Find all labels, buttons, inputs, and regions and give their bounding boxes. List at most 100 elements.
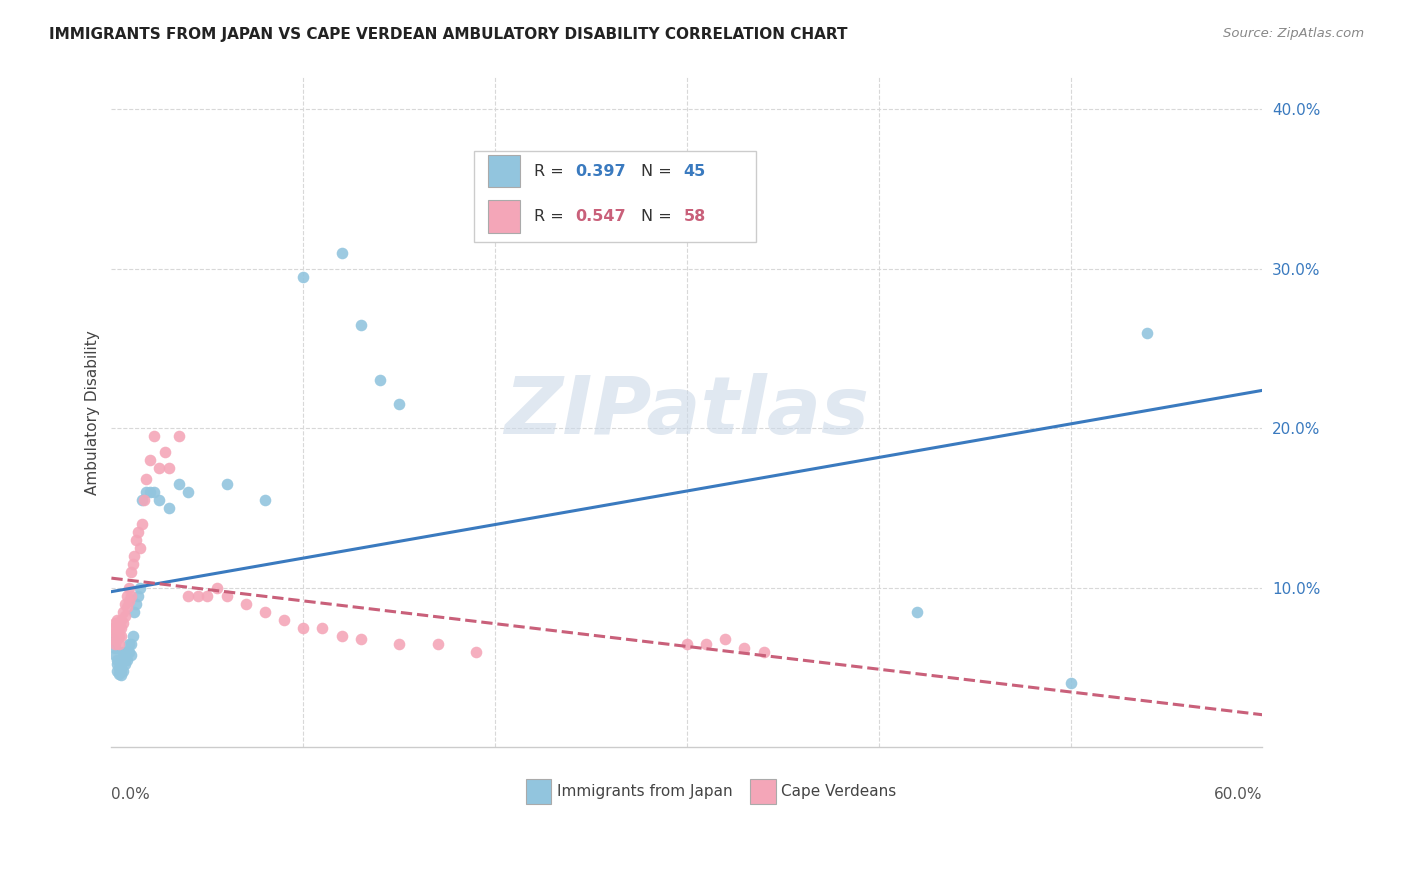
Point: [105, 632, 128, 646]
Text: R =: R =: [534, 164, 569, 178]
Point: [187, 589, 209, 603]
Point: [104, 615, 127, 630]
Point: [121, 557, 143, 571]
Text: ZIPatlas: ZIPatlas: [505, 374, 869, 451]
Point: [104, 648, 127, 662]
Text: 58: 58: [683, 209, 706, 224]
Point: [125, 533, 148, 547]
Point: [695, 637, 717, 651]
Point: [330, 629, 353, 643]
Point: [148, 493, 170, 508]
Point: [103, 632, 125, 646]
Point: [110, 668, 132, 682]
Point: [330, 245, 353, 260]
Point: [115, 599, 138, 614]
Point: [103, 621, 125, 635]
Text: N =: N =: [641, 164, 676, 178]
Text: Cape Verdeans: Cape Verdeans: [782, 784, 897, 799]
Point: [273, 613, 295, 627]
Point: [103, 632, 125, 646]
Point: [108, 660, 131, 674]
Text: Immigrants from Japan: Immigrants from Japan: [557, 784, 733, 799]
Point: [167, 477, 190, 491]
Text: 0.0%: 0.0%: [111, 788, 150, 803]
Point: [111, 664, 134, 678]
Point: [105, 664, 128, 678]
Bar: [488, 155, 520, 187]
Y-axis label: Ambulatory Disability: Ambulatory Disability: [86, 330, 100, 495]
Point: [105, 657, 128, 672]
Point: [118, 644, 141, 658]
Point: [253, 493, 276, 508]
Point: [464, 644, 486, 658]
Point: [114, 652, 136, 666]
Point: [426, 637, 449, 651]
Point: [142, 485, 165, 500]
Text: 0.397: 0.397: [575, 164, 626, 178]
Point: [714, 632, 737, 646]
Text: R =: R =: [534, 209, 569, 224]
Point: [120, 648, 142, 662]
Text: 60.0%: 60.0%: [1213, 788, 1263, 803]
Point: [111, 644, 134, 658]
Point: [139, 485, 162, 500]
Point: [235, 597, 257, 611]
Point: [157, 501, 180, 516]
Point: [135, 472, 157, 486]
Point: [131, 516, 153, 531]
FancyBboxPatch shape: [474, 151, 756, 242]
Point: [104, 625, 127, 640]
Point: [118, 637, 141, 651]
Point: [104, 641, 127, 656]
Point: [205, 581, 228, 595]
Point: [114, 657, 136, 672]
Point: [124, 605, 146, 619]
Point: [350, 318, 373, 332]
Point: [108, 666, 131, 681]
Point: [110, 664, 132, 678]
Point: [368, 374, 391, 388]
Point: [752, 644, 775, 658]
Point: [388, 637, 411, 651]
Point: [108, 621, 131, 635]
Point: [676, 637, 699, 651]
Point: [734, 641, 756, 656]
Point: [110, 629, 132, 643]
Point: [388, 397, 411, 411]
Point: [195, 589, 218, 603]
Point: [110, 660, 132, 674]
Text: 45: 45: [683, 164, 706, 178]
Point: [311, 621, 333, 635]
Point: [108, 637, 131, 651]
Point: [132, 493, 155, 508]
Point: [129, 581, 152, 595]
Point: [111, 615, 134, 630]
Point: [125, 597, 148, 611]
Point: [129, 541, 152, 555]
Point: [124, 549, 146, 563]
Point: [177, 485, 200, 500]
Point: [114, 609, 136, 624]
Point: [115, 644, 138, 658]
Point: [139, 453, 162, 467]
Point: [292, 621, 315, 635]
Point: [118, 593, 141, 607]
Point: [167, 429, 190, 443]
Point: [131, 493, 153, 508]
Point: [110, 621, 132, 635]
Point: [127, 524, 149, 539]
Point: [153, 445, 176, 459]
Point: [350, 632, 373, 646]
Text: 0.547: 0.547: [575, 209, 626, 224]
Bar: [526, 779, 551, 805]
Point: [105, 652, 128, 666]
Point: [105, 613, 128, 627]
Bar: [488, 201, 520, 233]
Point: [105, 621, 128, 635]
Point: [148, 461, 170, 475]
Point: [1136, 326, 1159, 340]
Point: [253, 605, 276, 619]
Point: [115, 589, 138, 603]
Point: [121, 629, 143, 643]
Point: [120, 637, 142, 651]
